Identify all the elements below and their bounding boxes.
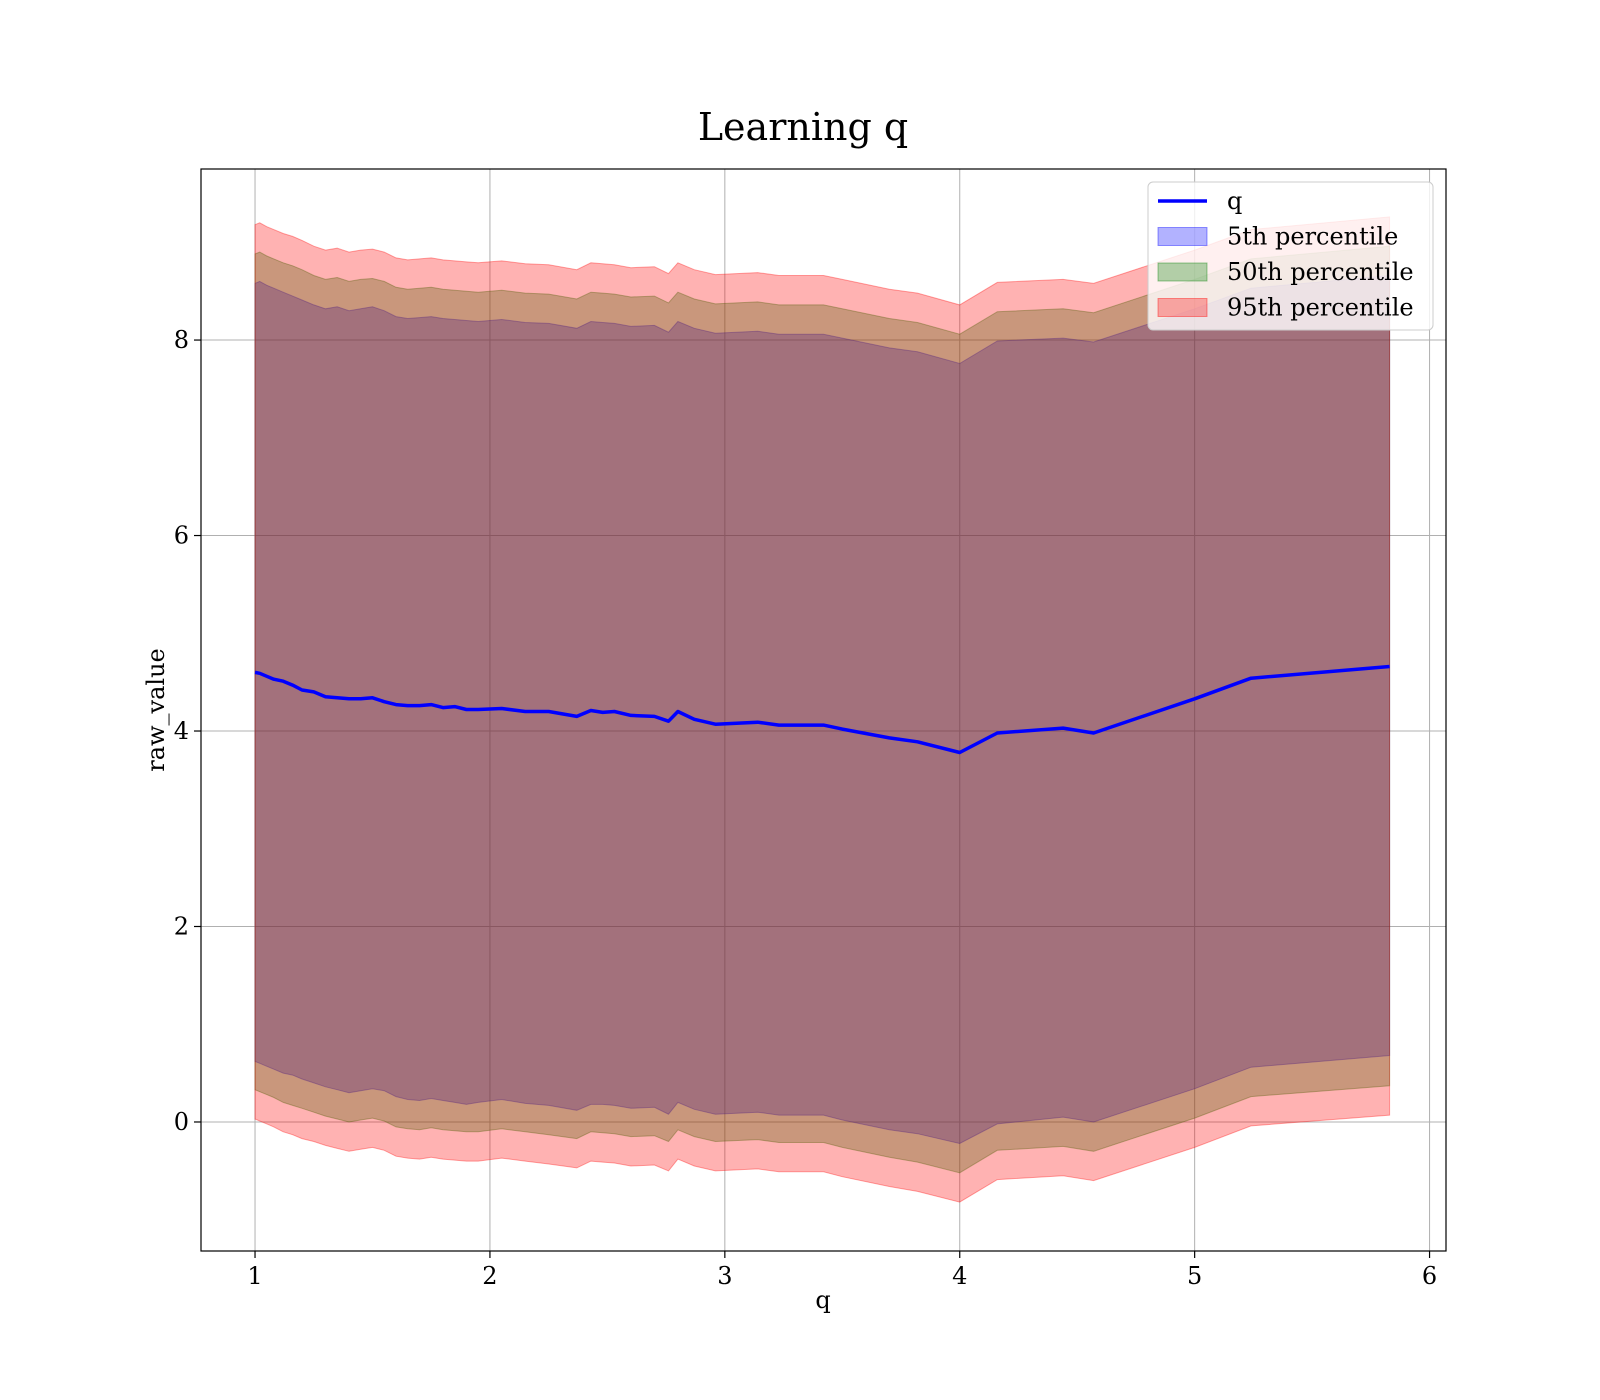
x-tick-label: 6 (1422, 1262, 1437, 1290)
legend-label: 5th percentile (1227, 223, 1398, 251)
q-line-layer (254, 664, 1390, 755)
legend-patch-swatch (1157, 227, 1208, 246)
x-tick-label: 3 (717, 1262, 732, 1290)
legend-label: 50th percentile (1227, 258, 1414, 286)
percentile-bands (254, 216, 1391, 1203)
x-tick-label: 1 (247, 1262, 262, 1290)
y-tick-label: 2 (174, 912, 189, 940)
legend-items: q 5th percentile 50th percentile 95th perce… (1157, 187, 1414, 322)
y-tick-label: 0 (174, 1108, 189, 1136)
band-3 (254, 216, 1391, 1203)
x-tick-label: 2 (482, 1262, 497, 1290)
y-axis-label: raw_value (142, 648, 170, 772)
band-2 (254, 245, 1391, 1174)
legend-label: 95th percentile (1227, 294, 1414, 322)
axis-ticks: 1 2 3 4 5 6 0 2 4 6 8 (174, 326, 1437, 1290)
y-tick-label: 8 (174, 326, 189, 354)
legend-patch-swatch (1157, 298, 1208, 317)
y-tick-label: 6 (174, 522, 189, 550)
grid-lines (201, 169, 1446, 1251)
y-tick-label: 4 (174, 717, 189, 745)
plot-area (200, 168, 1447, 1252)
band-1 (254, 274, 1391, 1145)
chart-title: Learning q (698, 105, 908, 149)
legend-patch-swatch (1157, 262, 1208, 282)
q-series-line (254, 664, 1390, 755)
legend-box (1147, 181, 1434, 331)
plot-frame (200, 168, 1447, 1252)
x-axis-label: q (815, 1286, 830, 1314)
plot-background (201, 169, 1446, 1251)
x-tick-label: 4 (952, 1262, 967, 1290)
legend: q 5th percentile 50th percentile 95th perce… (1147, 181, 1434, 331)
x-tick-label: 5 (1187, 1262, 1202, 1290)
legend-label: q (1227, 187, 1242, 215)
